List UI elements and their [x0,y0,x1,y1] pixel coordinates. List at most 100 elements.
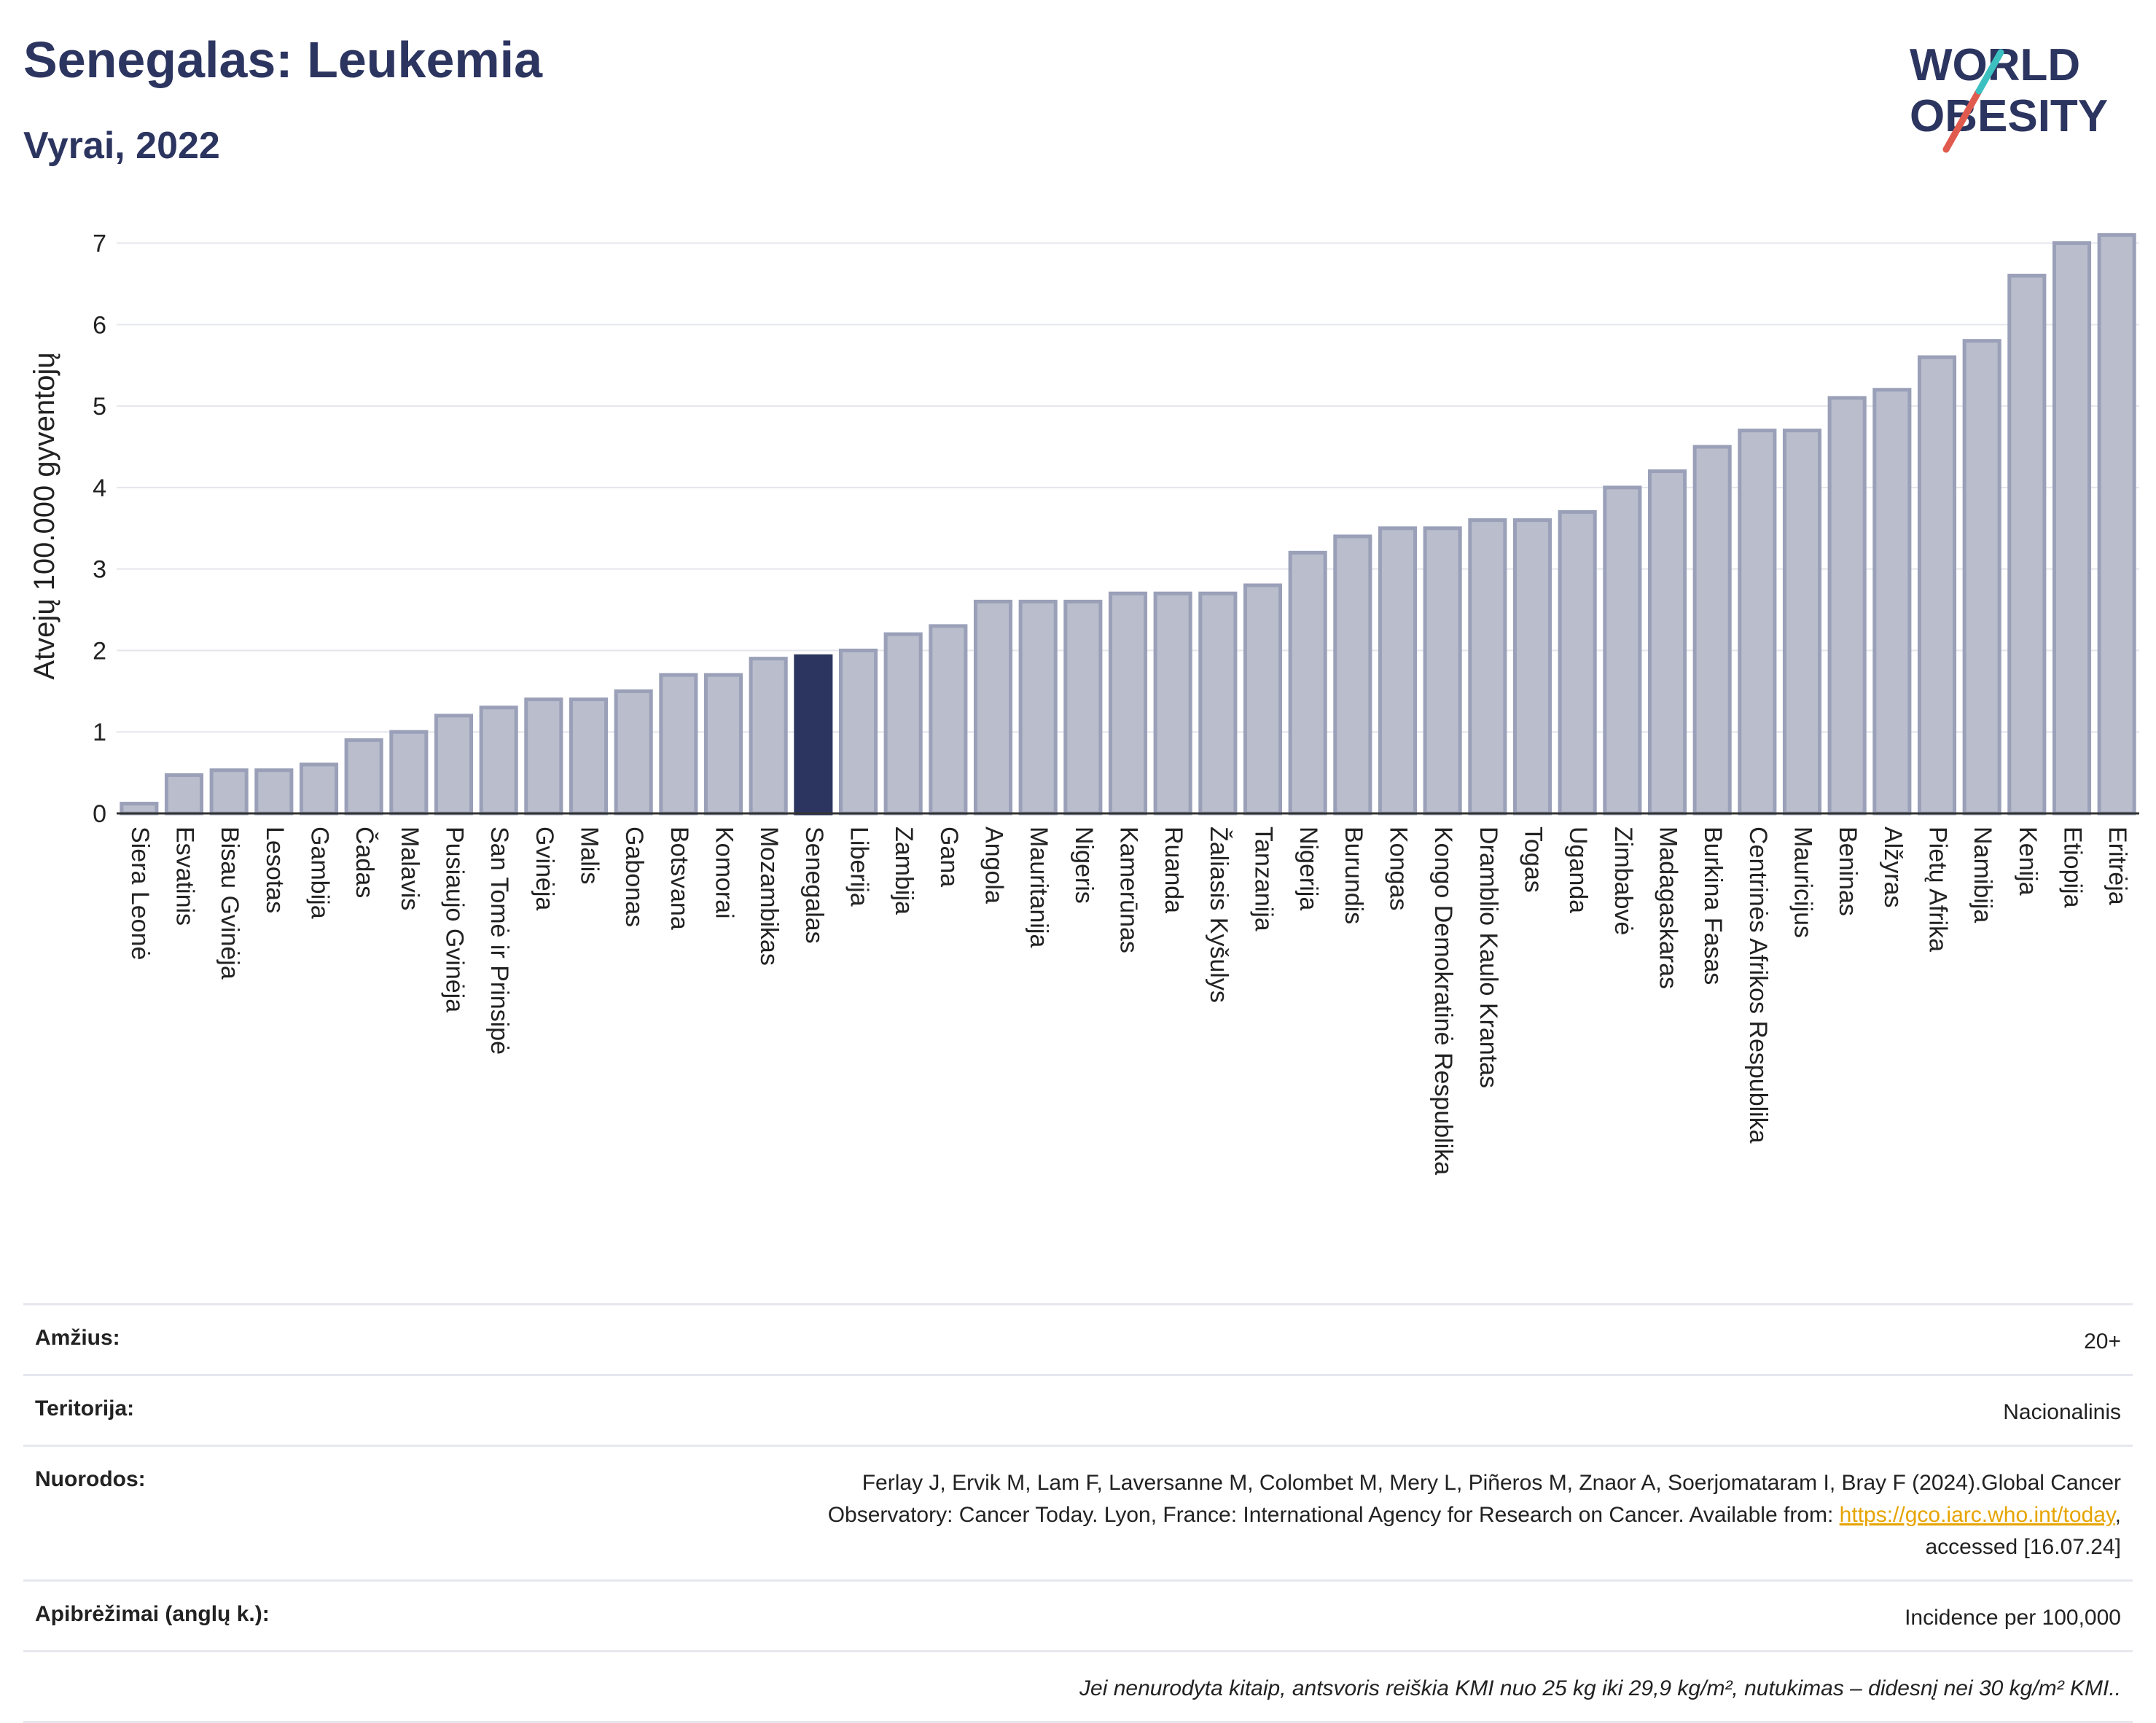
info-row-references: Nuorodos: Ferlay J, Ervik M, Lam F, Lave… [23,1445,2133,1579]
x-category-label: Senegalas [800,827,828,944]
info-row-note: Jei nenurodyta kitaip, antsvoris reiškia… [23,1650,2133,1723]
x-category-label: Liberija [845,827,873,907]
x-category-label: Lesotas [261,827,289,913]
x-category-label: Botsvana [665,827,693,930]
y-tick-label: 1 [93,719,106,746]
y-tick-label: 3 [93,556,106,584]
bar [973,599,1013,816]
bars [120,233,2136,816]
bar [1962,339,2001,816]
bar-chart: 0 1 2 3 4 5 6 7 Siera Leonė Esvatinis Bisau Gvinė… [28,230,2139,1175]
bar [344,738,383,816]
bar [1512,518,1552,816]
x-category-label: Dramblio Kaulo Krantas [1475,827,1502,1088]
reference-line2: Observatory: Cancer Today. Lyon, France:… [827,1503,1840,1527]
bar [929,624,968,816]
bar [1917,355,1957,816]
x-category-label: Malis [576,827,604,884]
info-row-age: Amžius: 20+ [23,1303,2133,1374]
bar [883,632,923,816]
x-category-label: San Tomė ir Prinsipė [485,827,513,1055]
x-category-label: Uganda [1564,827,1592,913]
x-category-label: Beninas [1834,827,1862,916]
bar [254,768,294,816]
x-category-label: Togas [1520,827,1547,893]
x-category-label: Etiopija [2059,827,2087,908]
bar [389,730,429,816]
bar [2007,273,2047,816]
bar-highlighted [794,654,833,816]
x-category-label: Tanzanija [1250,827,1278,931]
y-tick-label: 4 [93,474,106,502]
y-axis-title: Atvejų 100.000 gyventojų [28,352,60,679]
x-category-label: Pusiaujo Gvinėja [441,827,469,1012]
definitions-label: Apibrėžimai (anglų k.): [35,1602,270,1626]
x-category-label: Gabonas [620,827,648,927]
x-category-label: Zimbabvė [1609,827,1637,935]
bar [1288,550,1327,816]
page-subtitle: Vyrai, 2022 [23,125,220,167]
x-category-label: Burundis [1340,827,1367,924]
y-tick-labels: 0 1 2 3 4 5 6 7 [93,230,106,828]
bar [120,802,159,816]
x-category-labels: Siera Leonė Esvatinis Bisau Gvinėja Lesotas… [126,827,2131,1175]
x-category-label: Zambija [890,827,918,915]
bar [1738,429,1777,816]
bar [1692,445,1732,816]
x-category-label: Siera Leonė [126,827,154,960]
x-category-label: Komorai [711,827,738,919]
bar [1333,534,1372,816]
x-category-label: Ruanda [1160,827,1187,913]
x-category-label: Nigerija [1294,827,1322,910]
y-tick-label: 2 [93,637,106,665]
x-category-label: Angola [980,827,1008,904]
x-category-label: Burkina Fasas [1699,827,1727,985]
bar [1378,526,1418,816]
bar [1827,396,1867,816]
obesity-note: Jei nenurodyta kitaip, antsvoris reiškia… [1079,1676,2121,1700]
info-row-definitions: Apibrėžimai (anglų k.): Incidence per 10… [23,1579,2133,1650]
bar [479,706,518,816]
x-category-label: Kamerūnas [1115,827,1143,953]
x-category-label: Gana [935,827,963,887]
y-tick-label: 6 [93,311,106,339]
y-tick-label: 5 [93,393,106,421]
references-value: Ferlay J, Ervik M, Lam F, Laversanne M, … [827,1471,2121,1559]
bar [434,714,474,816]
x-category-label: Namibija [1969,827,1996,923]
x-category-label: Mauricijus [1789,827,1817,938]
x-category-label: Esvatinis [171,827,199,926]
x-category-label: Madagaskaras [1655,827,1682,989]
bar [1468,518,1507,816]
bar [1782,429,1822,816]
x-category-label: Eritrėja [2104,827,2131,905]
logo-slash-teal [1975,49,2004,95]
reference-line1: Ferlay J, Ervik M, Lam F, Laversanne M, … [862,1471,2121,1495]
bar [749,657,788,816]
x-category-label: Pietų Afrika [1924,827,1952,952]
age-label: Amžius: [35,1326,120,1350]
bar [838,648,878,816]
bar [1423,526,1462,816]
logo-slash-red [1942,87,1983,153]
info-row-territory: Teritorija: Nacionalinis [23,1374,2133,1445]
x-category-label: Kenija [2014,827,2042,896]
page-title: Senegalas: Leukemia [23,31,542,88]
bar [614,689,653,816]
bar [1108,591,1148,816]
y-tick-label: 0 [93,800,106,828]
reference-link[interactable]: https://gco.iarc.who.int/today [1839,1503,2115,1527]
reference-line3: accessed [16.07.24] [1925,1535,2121,1559]
x-category-label: Alžyras [1879,827,1907,907]
bar [524,698,563,816]
references-label: Nuorodos: [35,1467,146,1491]
bar [569,698,609,816]
bar [1198,591,1238,816]
bar [659,673,698,816]
logo-line2: OBESITY [1910,91,2108,141]
x-category-label: Bisau Gvinėja [216,827,243,980]
x-category-label: Gambija [306,827,334,919]
info-table: Amžius: 20+ Teritorija: Nacionalinis Nuo… [23,1303,2133,1723]
bar [1018,599,1058,816]
x-category-label: Centrinės Afrikos Respublika [1744,827,1772,1144]
